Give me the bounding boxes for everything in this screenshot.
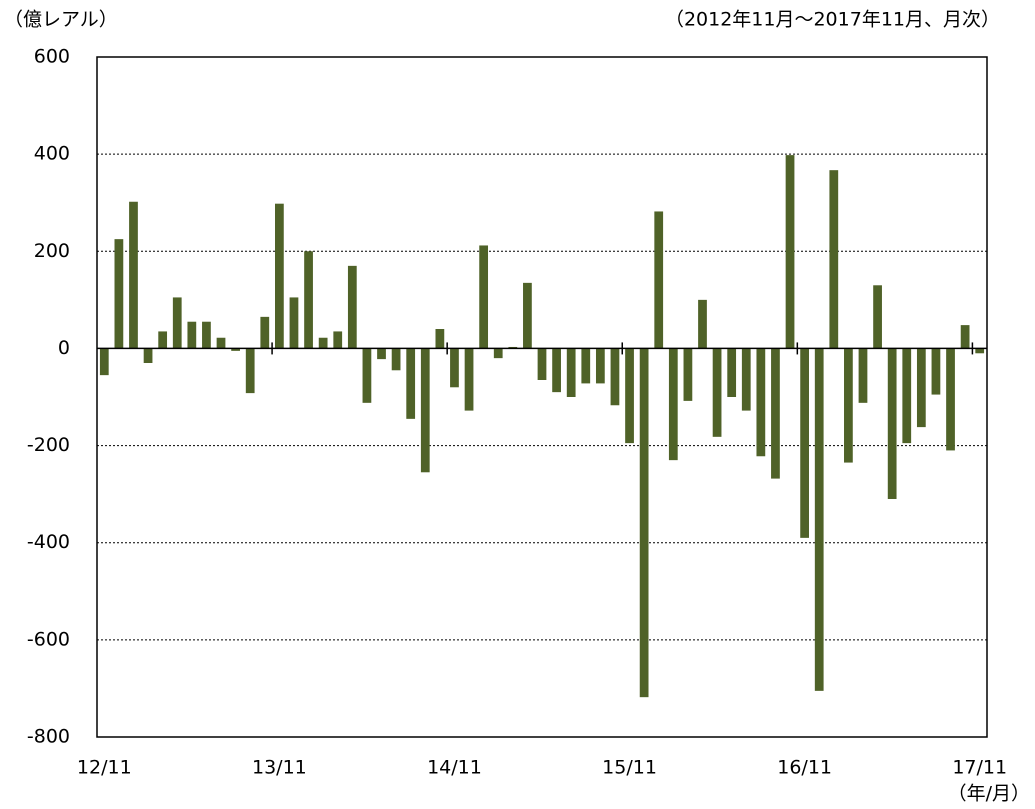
bar <box>435 329 445 349</box>
bar <box>887 348 897 499</box>
y-tick-label: -600 <box>27 628 70 650</box>
bar <box>114 239 124 349</box>
bar <box>493 348 503 359</box>
y-tick-label: 400 <box>34 143 70 165</box>
bar <box>523 282 532 349</box>
y-tick-label: 200 <box>34 240 70 262</box>
bar <box>975 348 985 354</box>
x-tick-label: 13/11 <box>252 757 307 779</box>
bar <box>450 348 459 388</box>
x-axis-label: （年/月） <box>948 783 1030 805</box>
x-tick-label: 16/11 <box>777 757 832 779</box>
y-tick-label: -800 <box>27 726 70 748</box>
bar <box>406 348 416 419</box>
bar <box>654 211 664 349</box>
bar <box>668 348 678 461</box>
bar <box>683 348 693 401</box>
bar <box>275 203 284 349</box>
y-tick-label: -200 <box>27 434 70 456</box>
bar <box>858 348 868 403</box>
bar <box>931 348 941 395</box>
bar <box>727 348 737 397</box>
bar <box>289 297 299 349</box>
bar <box>756 348 766 457</box>
bar <box>610 348 620 406</box>
x-tick-label: 15/11 <box>602 757 657 779</box>
bar <box>902 348 912 444</box>
bar <box>420 348 430 473</box>
bar <box>741 348 751 411</box>
bar <box>245 348 255 394</box>
subtitle: （2012年11月～2017年11月、月次） <box>665 9 1000 31</box>
y-tick-label: -400 <box>27 531 70 553</box>
bar <box>960 325 970 349</box>
bar <box>464 348 474 411</box>
bar <box>362 348 372 403</box>
bar <box>143 348 153 363</box>
unit-label: （億レアル） <box>4 9 118 31</box>
bar <box>916 348 926 428</box>
bar <box>581 348 591 384</box>
bar <box>260 316 270 349</box>
bar <box>99 348 109 376</box>
bar <box>187 321 197 349</box>
bar <box>873 285 882 349</box>
bar <box>377 348 386 360</box>
x-tick-label: 17/11 <box>952 757 1007 779</box>
y-tick-label: 600 <box>34 46 70 68</box>
bar <box>829 170 839 349</box>
bar <box>216 337 226 349</box>
bar <box>625 348 634 444</box>
bar <box>844 348 853 463</box>
bar <box>318 337 328 349</box>
bar <box>595 348 605 384</box>
x-tick-label: 12/11 <box>77 757 132 779</box>
plot-frame <box>96 56 988 738</box>
bar <box>391 348 401 371</box>
bar <box>347 265 357 349</box>
bar <box>814 348 824 691</box>
bar <box>129 201 138 349</box>
x-tick-label: 14/11 <box>427 757 482 779</box>
bar <box>698 299 707 349</box>
bar <box>333 331 343 349</box>
bar <box>800 348 809 538</box>
bar <box>771 348 780 479</box>
bar <box>552 348 561 393</box>
bar <box>639 348 649 698</box>
bar <box>712 348 722 437</box>
bar <box>946 348 955 451</box>
bar <box>304 251 313 349</box>
bar <box>537 348 547 380</box>
bar <box>172 297 182 349</box>
y-tick-label: 0 <box>58 337 70 359</box>
bar <box>231 348 240 351</box>
bar <box>785 155 795 349</box>
bar <box>479 245 489 349</box>
bar <box>202 321 211 349</box>
bar <box>566 348 576 397</box>
bar <box>158 331 168 349</box>
